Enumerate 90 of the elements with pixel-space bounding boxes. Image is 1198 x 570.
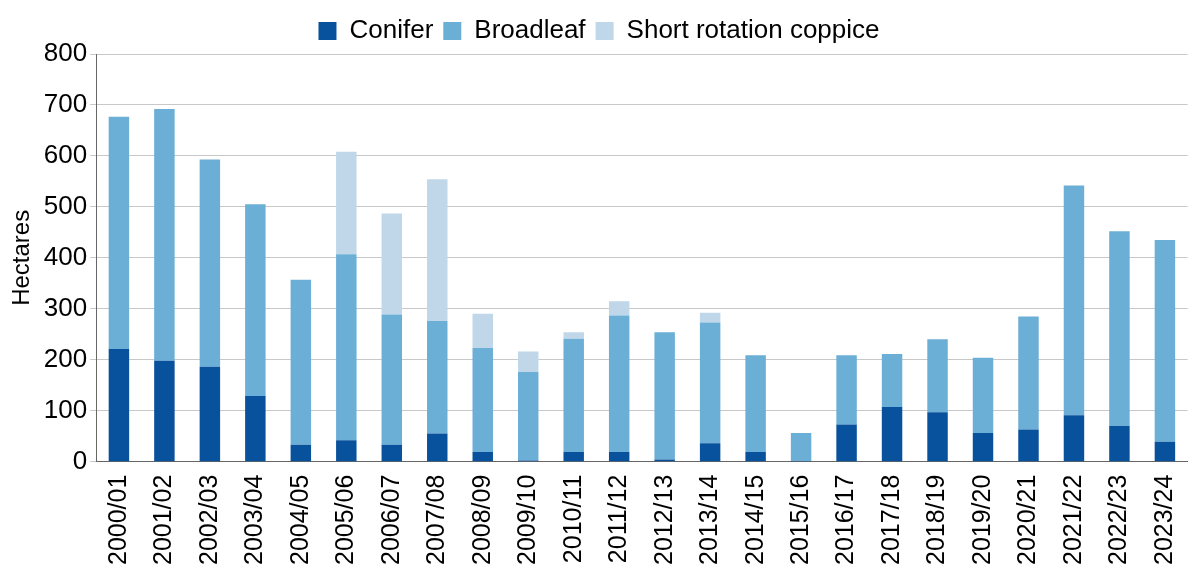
bar: [427, 321, 448, 434]
bar: [1109, 231, 1130, 426]
bar: [745, 355, 766, 452]
bar: [336, 254, 357, 441]
bar: [381, 314, 403, 445]
x-tick-label: 2015/16: [784, 474, 813, 566]
bar: [517, 371, 539, 461]
bar: [745, 451, 766, 462]
y-tick-label: 800: [43, 37, 88, 68]
bar: [608, 451, 630, 462]
bar: [1109, 425, 1130, 462]
bar: [654, 332, 675, 460]
bar: [381, 213, 403, 315]
bar: [1063, 185, 1085, 416]
x-tick-label: 2012/13: [648, 474, 677, 566]
bar: [381, 444, 403, 462]
bar: [245, 395, 266, 462]
bar: [1154, 239, 1176, 442]
bar: [881, 407, 903, 462]
bar: [1018, 316, 1039, 430]
bar: [972, 357, 994, 434]
legend-label: Broadleaf: [474, 14, 587, 45]
bar: [336, 151, 357, 255]
bar: [608, 301, 630, 316]
x-tick-label: 2020/21: [1012, 474, 1041, 566]
y-tick-label: 500: [43, 190, 88, 221]
bar: [472, 348, 493, 452]
x-tick-label: 2011/12: [603, 474, 632, 564]
x-tick-label: 2005/06: [330, 474, 359, 566]
y-tick-label: 100: [43, 393, 88, 424]
x-tick-label: 2003/04: [239, 474, 268, 566]
bar: [154, 360, 175, 462]
bar: [699, 312, 721, 323]
bar: [1018, 429, 1039, 462]
y-tick-label: 600: [43, 139, 88, 170]
x-tick-label: 2013/14: [694, 474, 723, 566]
y-axis-title: Hectares: [7, 209, 35, 306]
legend-label: Conifer: [349, 14, 434, 45]
bar: [563, 332, 584, 339]
x-tick-label: 2006/07: [375, 474, 404, 566]
x-tick-label: 2017/18: [875, 474, 904, 566]
y-tick-label: 200: [43, 342, 88, 373]
bar: [563, 338, 584, 452]
bar: [608, 315, 630, 452]
y-tick-label: 0: [72, 444, 88, 475]
legend-label: Short rotation coppice: [626, 14, 880, 45]
bar: [836, 355, 857, 425]
bar: [699, 443, 721, 462]
x-tick-label: 2022/23: [1103, 474, 1132, 566]
bar: [108, 116, 130, 350]
bar: [427, 433, 448, 462]
bar: [517, 351, 539, 372]
x-tick-label: 2019/20: [966, 474, 995, 566]
bar: [1154, 441, 1176, 462]
x-tick-label: 2014/15: [739, 474, 768, 566]
bar: [199, 366, 221, 462]
bar: [836, 424, 857, 462]
bar: [427, 179, 448, 321]
x-tick-label: 2018/19: [921, 474, 950, 566]
x-tick-label: 2000/01: [102, 474, 131, 566]
x-tick-label: 2021/22: [1057, 474, 1086, 566]
bar: [472, 313, 493, 348]
bar: [290, 279, 312, 445]
bar: [472, 451, 493, 462]
x-tick-label: 2009/10: [512, 474, 541, 566]
bar: [972, 433, 994, 462]
x-tick-label: 2008/09: [466, 474, 495, 566]
x-tick-label: 2023/24: [1148, 474, 1177, 566]
bar: [336, 440, 357, 462]
x-tick-label: 2010/11: [557, 474, 586, 564]
bar: [881, 354, 903, 408]
bar: [245, 204, 266, 396]
x-tick-label: 2002/03: [193, 474, 222, 566]
x-tick-label: 2007/08: [421, 474, 450, 566]
bar: [927, 412, 948, 462]
bar: [563, 451, 584, 462]
bar: [699, 322, 721, 444]
bar: [290, 444, 312, 462]
y-tick-label: 700: [43, 88, 88, 119]
y-tick-label: 300: [43, 291, 88, 322]
x-tick-label: 2004/05: [284, 474, 313, 566]
x-tick-label: 2001/02: [148, 474, 177, 566]
bar: [154, 109, 175, 361]
bar: [790, 433, 812, 462]
bar: [1063, 415, 1085, 462]
bar: [927, 339, 948, 413]
y-tick-label: 400: [43, 240, 88, 271]
bar: [199, 159, 221, 367]
x-tick-label: 2016/17: [830, 474, 859, 566]
bar: [108, 349, 130, 462]
